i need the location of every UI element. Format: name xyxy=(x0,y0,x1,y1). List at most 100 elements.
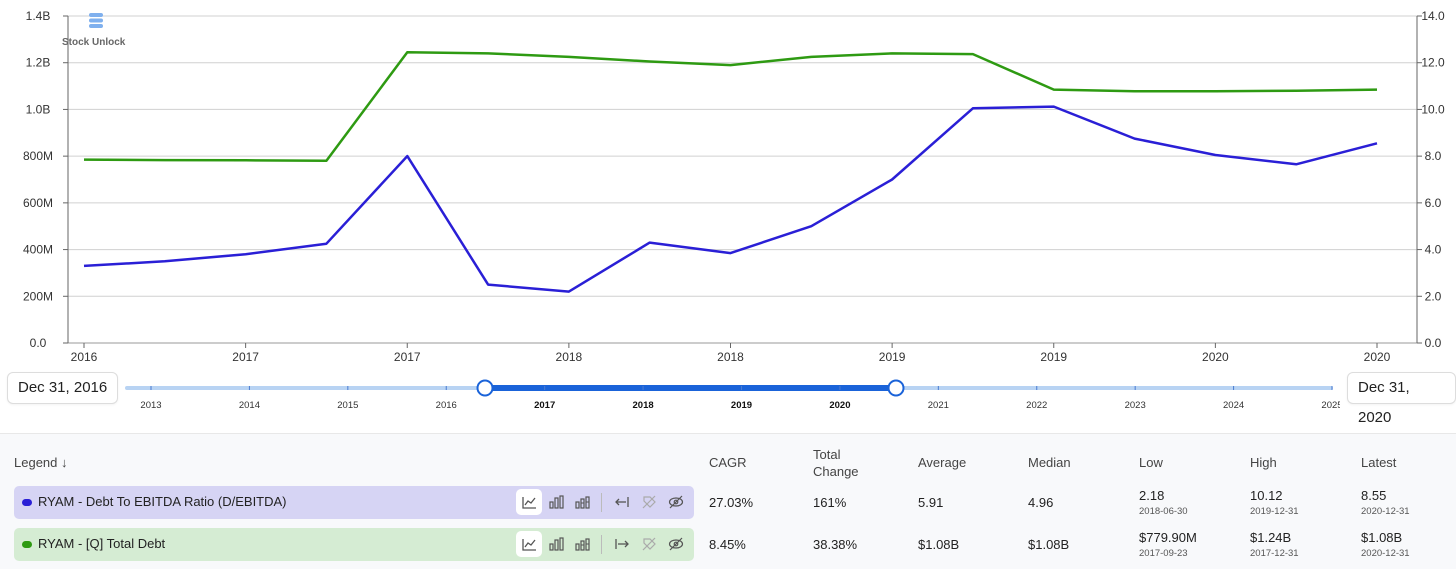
x-tick-label: 2018 xyxy=(556,350,583,364)
slider-year-label: 2014 xyxy=(239,400,260,411)
stat-low: 2.18 xyxy=(1139,488,1165,503)
legend-table: Legend ↓ CAGR Total Change Average Media… xyxy=(0,433,1456,569)
series-label: RYAM - [Q] Total Debt xyxy=(38,536,166,551)
y-right-tick-label: 2.0 xyxy=(1425,289,1442,303)
stat-high: 10.12 xyxy=(1250,488,1283,503)
stat-latest-date: 2020-12-31 xyxy=(1361,548,1410,559)
stock-unlock-logo: Stock Unlock xyxy=(62,12,132,48)
slider-year-label: 2021 xyxy=(928,400,949,411)
stat-low: $779.90M xyxy=(1139,530,1197,545)
stat-high-date: 2019-12-31 xyxy=(1250,506,1299,517)
y-right-tick-label: 6.0 xyxy=(1425,196,1442,210)
y-left-tick-label: 200M xyxy=(23,289,53,303)
stat-latest: $1.08B xyxy=(1361,530,1403,545)
range-end-date[interactable]: Dec 31, 2020 xyxy=(1347,372,1456,426)
x-tick-label: 2016 xyxy=(71,350,98,364)
x-tick-label: 2017 xyxy=(232,350,259,364)
series-label: RYAM - Debt To EBITDA Ratio (D/EBITDA) xyxy=(38,494,287,509)
y-right-tick-label: 14.0 xyxy=(1421,9,1445,23)
stat-high-date: 2017-12-31 xyxy=(1250,548,1299,559)
header-low: Low xyxy=(1139,455,1163,470)
y-right-tick-label: 12.0 xyxy=(1421,56,1445,70)
y-left-tick-label: 1.4B xyxy=(26,9,51,23)
y-right-tick-label: 4.0 xyxy=(1425,243,1442,257)
stat-low-date: 2018-06-30 xyxy=(1139,506,1188,517)
legend-row[interactable]: RYAM - Debt To EBITDA Ratio (D/EBITDA) xyxy=(14,486,694,519)
slider-year-label: 2015 xyxy=(337,400,358,411)
range-start-date[interactable]: Dec 31, 2016 xyxy=(7,372,119,404)
bar-chart-icon[interactable] xyxy=(543,489,569,515)
y-right-tick-label: 10.0 xyxy=(1421,102,1445,116)
x-tick-label: 2019 xyxy=(879,350,906,364)
divider xyxy=(601,535,602,554)
header-total-change: Total Change xyxy=(813,447,859,479)
slider-selected-range[interactable] xyxy=(485,385,896,391)
slider-year-label: 2025 xyxy=(1321,400,1340,411)
logo-text: Stock Unlock xyxy=(62,37,126,48)
stat-average: $1.08B xyxy=(918,537,960,552)
series-line-total-debt xyxy=(83,50,1378,163)
slider-handle-start[interactable] xyxy=(476,379,494,397)
slider-year-label: 2019 xyxy=(731,400,752,411)
tag-off-icon[interactable] xyxy=(636,489,662,515)
x-tick-label: 2020 xyxy=(1202,350,1229,364)
x-tick-label: 2020 xyxy=(1364,350,1391,364)
stat-total-change: 161% xyxy=(813,495,847,510)
y-left-tick-label: 0.0 xyxy=(30,336,47,350)
y-left-tick-label: 800M xyxy=(23,149,53,163)
slider-handle-end[interactable] xyxy=(887,379,905,397)
x-tick-label: 2019 xyxy=(1040,350,1067,364)
stat-median: 4.96 xyxy=(1028,495,1054,510)
legend-row[interactable]: RYAM - [Q] Total Debt xyxy=(14,528,694,561)
line-chart: 0.0 200M 400M 600M 800M 1.0B 1.2B 1.4B 0.0 2.0 4.… xyxy=(23,9,1445,364)
stat-latest: 8.55 xyxy=(1361,488,1387,503)
slider-year-label: 2022 xyxy=(1026,400,1047,411)
slider-year-label: 2018 xyxy=(633,400,654,411)
slider-year-label: 2024 xyxy=(1223,400,1244,411)
line-chart-icon[interactable] xyxy=(516,531,542,557)
stacked-bar-icon[interactable] xyxy=(569,489,595,515)
header-cagr: CAGR xyxy=(709,455,747,470)
y-right-tick-label: 8.0 xyxy=(1425,149,1442,163)
line-chart-icon[interactable] xyxy=(516,489,542,515)
bar-chart-icon[interactable] xyxy=(543,531,569,557)
header-median: Median xyxy=(1028,455,1071,470)
axis-side-icon[interactable] xyxy=(609,489,635,515)
stacked-bar-icon[interactable] xyxy=(569,531,595,557)
eye-off-icon[interactable] xyxy=(663,489,689,515)
x-tick-label: 2017 xyxy=(394,350,421,364)
sort-arrow-down-icon[interactable]: ↓ xyxy=(61,455,68,470)
eye-off-icon[interactable] xyxy=(663,531,689,557)
stat-cagr: 8.45% xyxy=(709,537,746,552)
legend-header[interactable]: Legend ↓ xyxy=(14,455,68,470)
y-left-tick-label: 600M xyxy=(23,196,53,210)
y-left-tick-label: 1.0B xyxy=(26,102,51,116)
y-left-tick-label: 400M xyxy=(23,243,53,257)
divider xyxy=(601,493,602,512)
axis-side-icon[interactable] xyxy=(609,531,635,557)
series-line-debt-to-ebitda xyxy=(83,105,1378,293)
stat-median: $1.08B xyxy=(1028,537,1070,552)
stat-total-change: 38.38% xyxy=(813,537,858,552)
header-average: Average xyxy=(918,455,967,470)
header-high: High xyxy=(1250,455,1277,470)
series-color-dot xyxy=(22,499,32,506)
tag-off-icon[interactable] xyxy=(636,531,662,557)
x-tick-label: 2018 xyxy=(717,350,744,364)
stat-high: $1.24B xyxy=(1250,530,1292,545)
header-latest: Latest xyxy=(1361,455,1397,470)
stat-cagr: 27.03% xyxy=(709,495,754,510)
slider-year-label: 2013 xyxy=(140,400,161,411)
stock-unlock-logo-icon xyxy=(89,13,103,28)
y-right-tick-label: 0.0 xyxy=(1425,336,1442,350)
slider-year-label: 2020 xyxy=(829,400,850,411)
slider-year-label: 2016 xyxy=(436,400,457,411)
y-left-tick-label: 1.2B xyxy=(26,56,51,70)
series-color-dot xyxy=(22,541,32,548)
stat-latest-date: 2020-12-31 xyxy=(1361,506,1410,517)
slider-year-label: 2023 xyxy=(1125,400,1146,411)
stat-average: 5.91 xyxy=(918,495,944,510)
stat-low-date: 2017-09-23 xyxy=(1139,548,1188,559)
slider-year-label: 2017 xyxy=(534,400,555,411)
range-slider[interactable]: 2013 2014 2015 2016 2017 2018 2019 2020 2021 2022… xyxy=(120,370,1340,420)
